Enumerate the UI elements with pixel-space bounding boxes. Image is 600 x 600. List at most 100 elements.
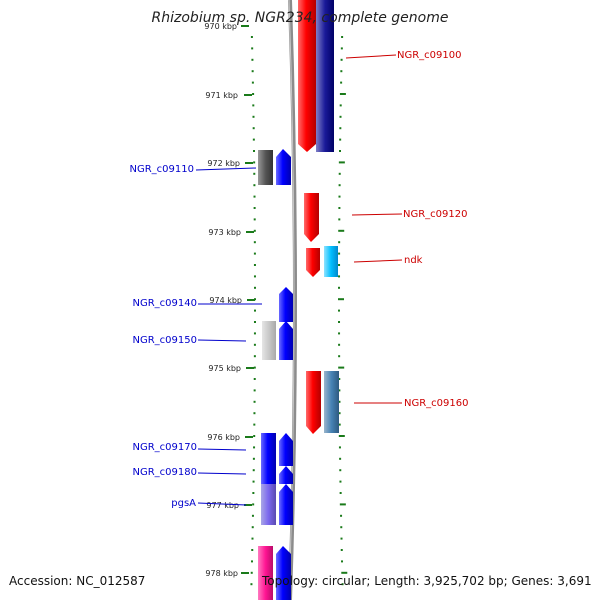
gene-arrow-NGR_c09110[interactable] bbox=[276, 149, 291, 185]
tick-mark bbox=[338, 321, 341, 323]
gene-arrow-NGR_c09100-partner[interactable] bbox=[316, 0, 334, 152]
tick-mark bbox=[338, 366, 345, 369]
gene-label-ndk[interactable]: ndk bbox=[404, 255, 423, 266]
tick-mark bbox=[251, 47, 254, 50]
tick-mark bbox=[250, 571, 253, 574]
gene-box-NGR_c09160-partner[interactable] bbox=[324, 371, 339, 433]
tick-mark bbox=[250, 583, 253, 586]
tick-mark bbox=[339, 150, 341, 152]
tick-mark bbox=[339, 503, 346, 506]
gene-box-ndk-partner[interactable] bbox=[324, 246, 338, 277]
tick-mark bbox=[253, 184, 256, 187]
tick-mark bbox=[338, 446, 341, 449]
tick-mark bbox=[253, 423, 256, 426]
gene-label-NGR_c09160[interactable]: NGR_c09160 bbox=[404, 398, 469, 409]
kbp-label: 977 kbp bbox=[206, 501, 239, 510]
leader-line-NGR_c09150 bbox=[197, 339, 247, 342]
topology-text: Topology: circular; Length: 3,925,702 bp… bbox=[262, 574, 592, 588]
gene-box-NGR_c09170[interactable] bbox=[261, 433, 276, 466]
tick-mark bbox=[252, 480, 255, 483]
gene-label-pgsA[interactable]: pgsA bbox=[171, 498, 196, 509]
tick-mark bbox=[253, 400, 256, 403]
tick-mark bbox=[253, 309, 256, 312]
tick-mark bbox=[338, 286, 341, 289]
tick-mark bbox=[252, 115, 255, 118]
gene-arrow-NGR_c09160[interactable] bbox=[306, 371, 321, 434]
gene-arrow-pgsA[interactable] bbox=[279, 484, 293, 525]
gene-arrow-NGR_c09170[interactable] bbox=[279, 433, 293, 466]
leader-lines bbox=[195, 54, 403, 506]
tick-mark bbox=[338, 241, 341, 244]
gene-arrow-NGR_c09120[interactable] bbox=[304, 193, 319, 242]
tick-mark bbox=[339, 115, 342, 118]
tick-mark bbox=[338, 298, 345, 301]
gene-label-NGR_c09180[interactable]: NGR_c09180 bbox=[133, 467, 198, 478]
tick-mark bbox=[341, 560, 344, 563]
tick-mark bbox=[338, 184, 341, 187]
forward-strand-features[interactable] bbox=[258, 149, 293, 600]
kbp-ticks bbox=[241, 25, 255, 574]
tick-mark bbox=[340, 526, 343, 529]
tick-mark bbox=[251, 526, 254, 529]
tick-mark bbox=[253, 355, 256, 358]
tick-mark bbox=[252, 469, 255, 472]
tick-mark bbox=[253, 264, 256, 266]
tick-mark bbox=[341, 36, 344, 38]
gene-label-NGR_c09150[interactable]: NGR_c09150 bbox=[133, 335, 198, 346]
tick-mark bbox=[252, 457, 255, 460]
gene-label-NGR_c09170[interactable]: NGR_c09170 bbox=[133, 442, 198, 453]
tick-mark bbox=[340, 537, 343, 540]
gene-box-NGR_c09150[interactable] bbox=[262, 321, 276, 360]
tick-mark bbox=[338, 172, 341, 175]
tick-mark bbox=[253, 389, 256, 392]
tick-mark bbox=[252, 492, 255, 494]
gene-box-pink[interactable] bbox=[258, 546, 273, 600]
gene-arrow-NGR_c09100[interactable] bbox=[298, 0, 316, 152]
tick-mark bbox=[253, 321, 256, 323]
tick-mark bbox=[339, 469, 342, 472]
tick-mark bbox=[251, 81, 254, 84]
gene-label-NGR_c09100[interactable]: NGR_c09100 bbox=[397, 50, 462, 61]
gene-box-pgsA[interactable] bbox=[261, 484, 276, 525]
gene-arrow-NGR_c09140[interactable] bbox=[279, 287, 293, 322]
tick-mark bbox=[338, 252, 341, 255]
gene-label-NGR_c09110[interactable]: NGR_c09110 bbox=[130, 164, 195, 175]
gene-label-NGR_c09120[interactable]: NGR_c09120 bbox=[403, 209, 468, 220]
tick-mark bbox=[338, 218, 341, 221]
tick-mark bbox=[339, 138, 342, 141]
gene-box-NGR_c09110[interactable] bbox=[258, 150, 273, 185]
tick-mark bbox=[253, 161, 256, 164]
gene-arrow-NGR_c09150[interactable] bbox=[279, 321, 293, 360]
gene-arrow-NGR_c09180[interactable] bbox=[279, 466, 293, 484]
gene-arrow-ndk[interactable] bbox=[306, 248, 320, 277]
tick-mark bbox=[338, 275, 341, 278]
tick-mark bbox=[252, 127, 255, 130]
tick-mark bbox=[340, 549, 343, 551]
tick-mark bbox=[251, 58, 254, 61]
reverse-strand-features[interactable] bbox=[298, 0, 339, 434]
kbp-label: 973 kbp bbox=[208, 228, 241, 237]
tick-mark bbox=[339, 127, 342, 130]
tick-mark bbox=[251, 537, 254, 540]
tick-mark bbox=[253, 195, 256, 198]
gene-label-NGR_c09140[interactable]: NGR_c09140 bbox=[133, 298, 198, 309]
tick-mark bbox=[338, 389, 341, 392]
tick-mark bbox=[338, 412, 341, 415]
tick-mark bbox=[338, 400, 341, 403]
tick-mark bbox=[340, 58, 343, 61]
tick-mark bbox=[252, 503, 255, 506]
tick-mark bbox=[338, 332, 341, 335]
kbp-label: 975 kbp bbox=[208, 364, 241, 373]
tick-mark bbox=[253, 435, 256, 437]
tick-mark bbox=[340, 81, 343, 84]
tick-mark bbox=[253, 172, 256, 175]
gene-arrow-bottom[interactable] bbox=[276, 546, 291, 600]
gene-labels[interactable]: NGR_c09100 NGR_c09110 NGR_c09120 ndk NGR… bbox=[130, 50, 469, 509]
tick-mark bbox=[338, 207, 341, 209]
gene-box-NGR_c09180[interactable] bbox=[261, 466, 276, 484]
tick-mark bbox=[251, 514, 254, 517]
kbp-label: 970 kbp bbox=[204, 22, 237, 31]
tick-mark bbox=[252, 104, 255, 107]
tick-mark bbox=[339, 104, 342, 107]
